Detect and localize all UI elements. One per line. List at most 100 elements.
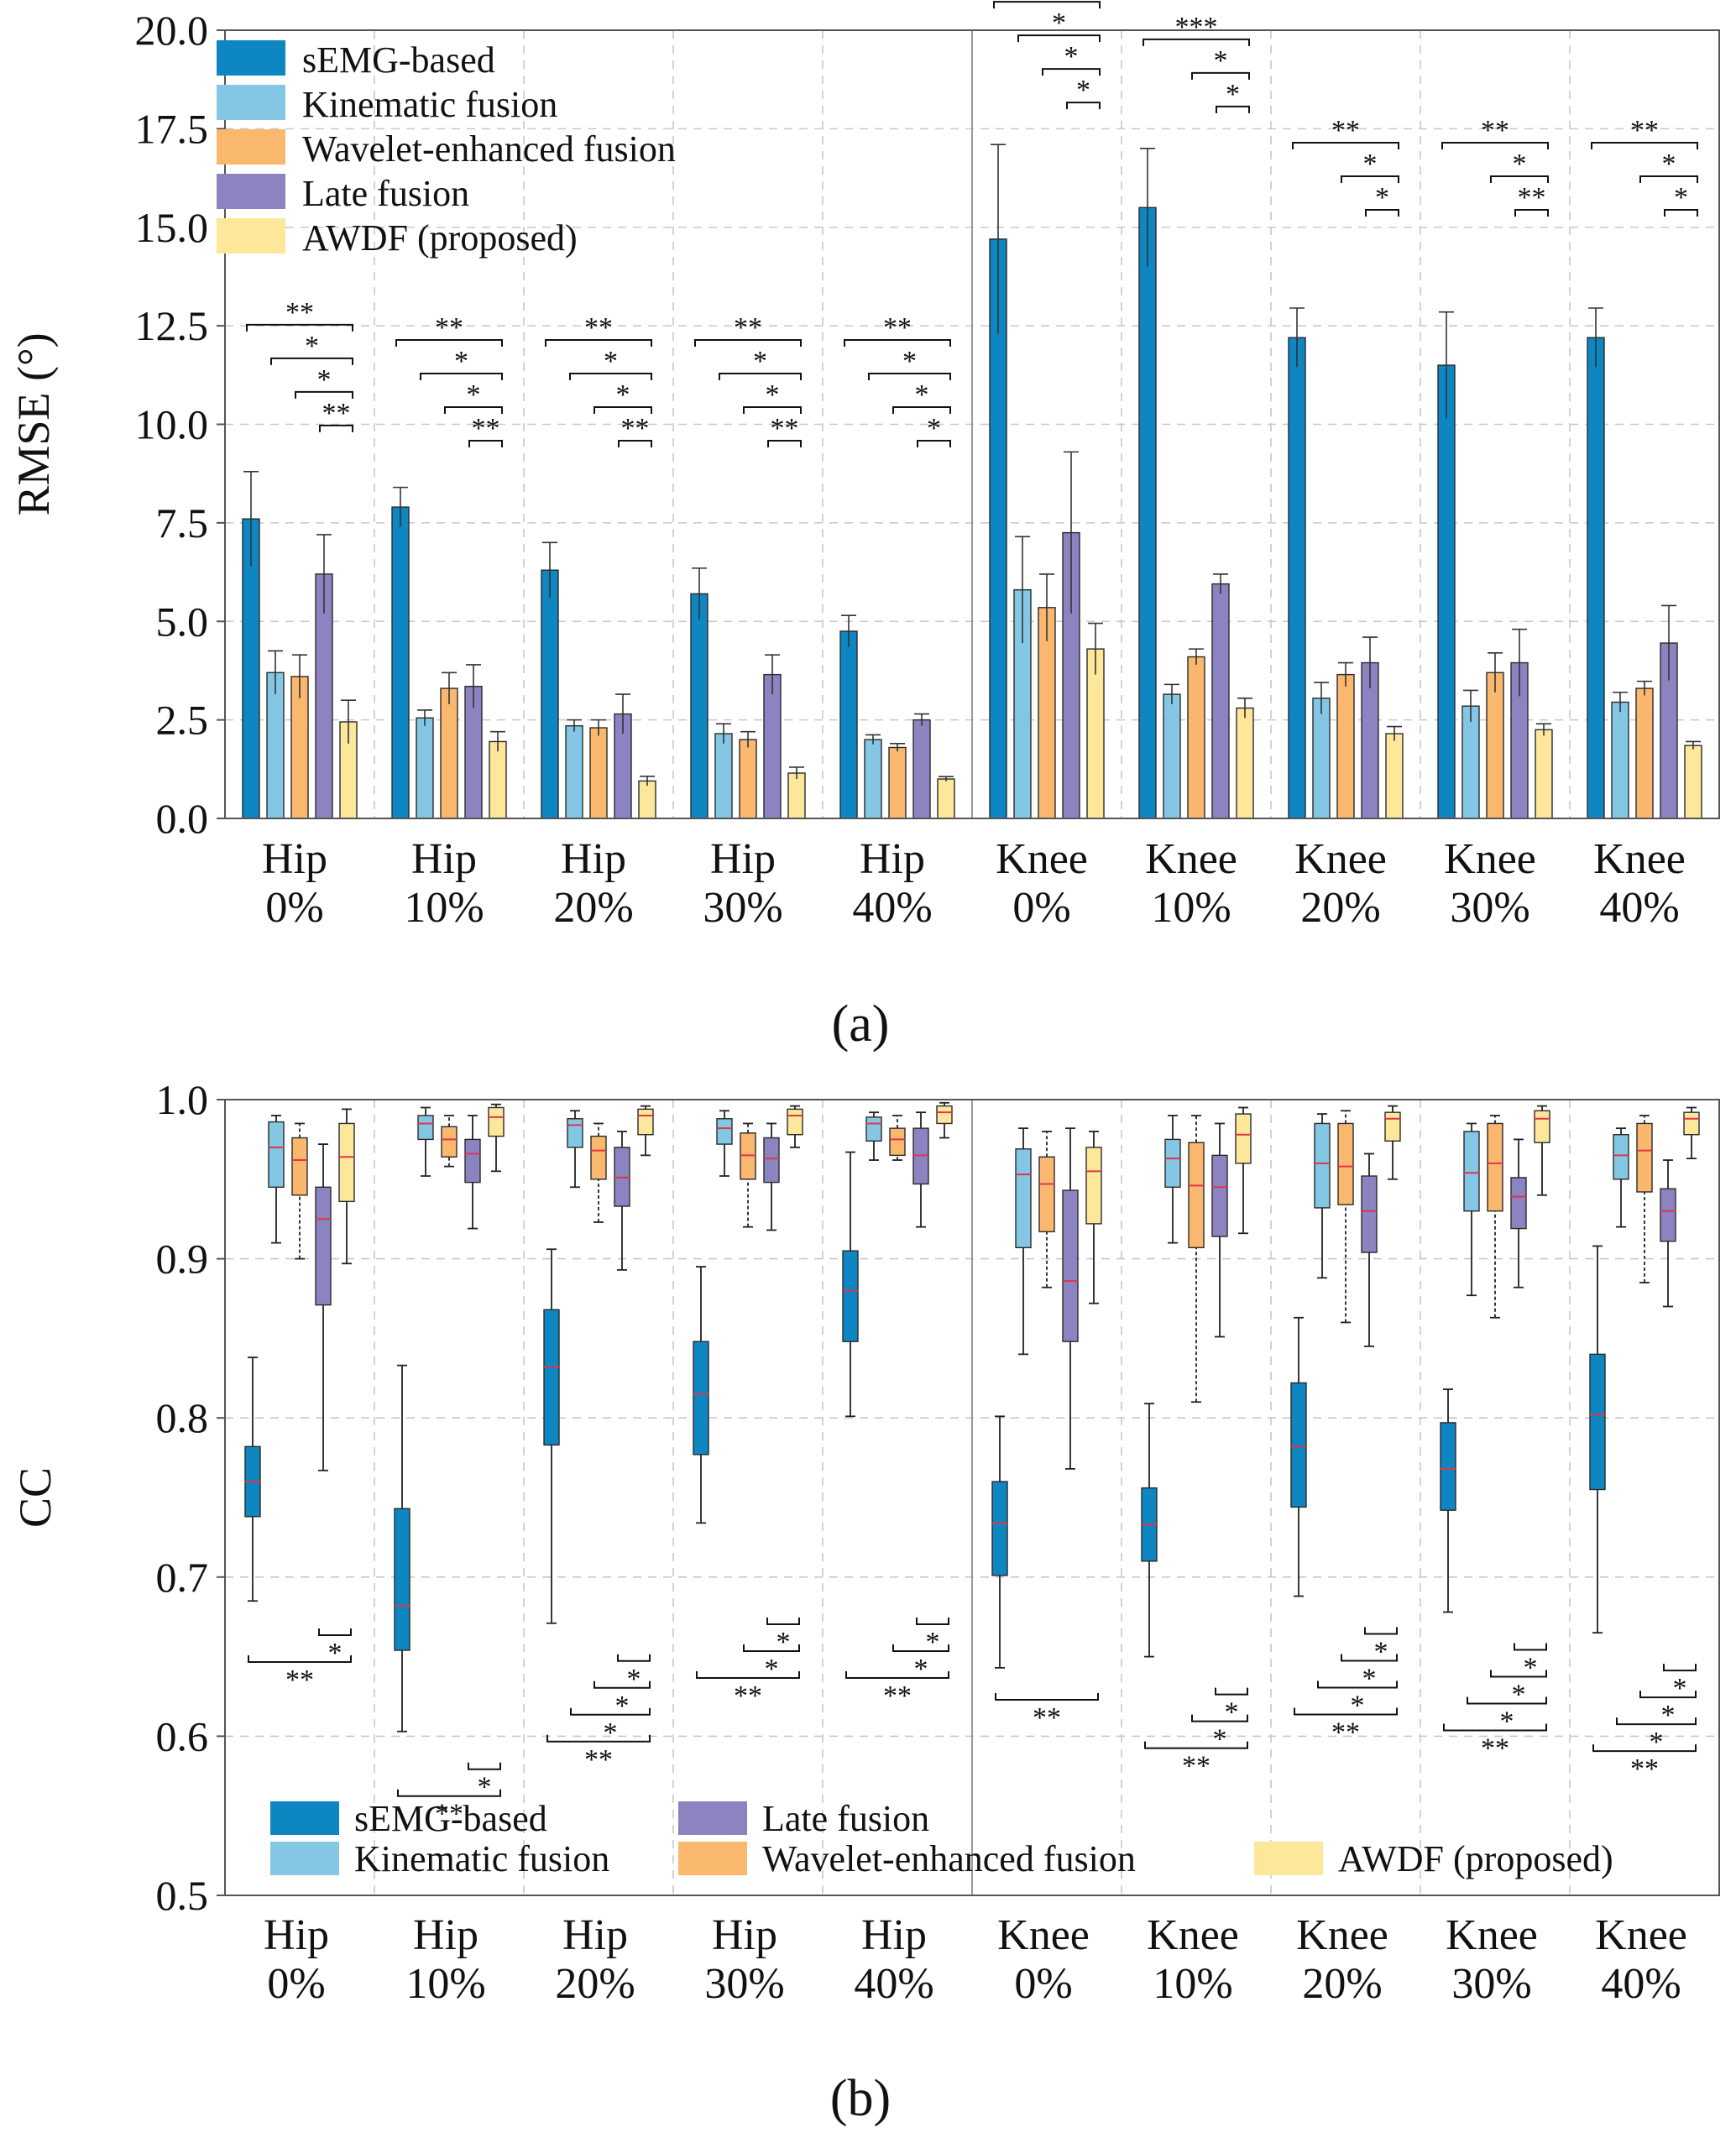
legend-label: Wavelet-enhanced fusion — [762, 1838, 1136, 1879]
x-tick-label-joint: Knee — [996, 835, 1088, 883]
x-tick-label-level: 20% — [1300, 884, 1380, 932]
legend-swatch — [217, 218, 285, 254]
box — [1361, 1175, 1378, 1253]
x-tick-label-level: 30% — [1450, 884, 1529, 932]
bar — [1187, 656, 1205, 819]
box — [936, 1105, 953, 1125]
significance-bracket — [270, 357, 353, 365]
significance-bracket — [593, 1680, 651, 1689]
bar — [864, 739, 882, 819]
x-tick-label-joint: Hip — [712, 1911, 777, 1959]
significance-label: ** — [285, 1665, 314, 1696]
significance-bracket — [766, 1618, 800, 1625]
legend-swatch — [217, 40, 285, 76]
significance-label: ** — [883, 1680, 912, 1712]
significance-bracket — [1490, 175, 1549, 183]
significance-label: * — [604, 346, 618, 377]
x-tick-label-joint: Hip — [561, 835, 626, 883]
significance-bracket — [845, 1671, 949, 1679]
significance-label: * — [328, 1638, 342, 1669]
significance-bracket — [868, 373, 951, 380]
significance-label: * — [1363, 149, 1378, 180]
significance-label: * — [915, 379, 929, 410]
box — [441, 1126, 458, 1158]
x-tick-label-level: 40% — [854, 1960, 933, 2008]
significance-bracket — [1341, 1654, 1398, 1662]
significance-label: * — [615, 1691, 630, 1722]
bar — [1288, 337, 1306, 819]
y-axis-label: CC — [10, 1467, 60, 1528]
legend-swatch — [678, 1801, 747, 1835]
box — [1085, 1147, 1102, 1225]
bar — [1587, 337, 1605, 819]
significance-label: * — [926, 1627, 940, 1658]
significance-bracket — [318, 1628, 352, 1636]
x-tick-label-joint: Knee — [997, 1911, 1090, 1959]
significance-label: * — [1362, 1664, 1377, 1695]
legend-swatch — [217, 85, 285, 120]
significance-bracket — [1591, 142, 1698, 149]
x-tick-label-level: 10% — [405, 1960, 485, 2008]
significance-bracket — [395, 339, 503, 347]
significance-label: * — [766, 379, 780, 410]
significance-bracket — [618, 440, 652, 447]
y-tick-label: 7.5 — [156, 499, 209, 546]
box — [1487, 1122, 1503, 1212]
panel-caption: (a) — [832, 996, 890, 1053]
y-tick-label: 5.0 — [156, 598, 209, 645]
x-tick-label-joint: Hip — [861, 1911, 927, 1959]
significance-bracket — [1143, 38, 1250, 46]
box — [1211, 1154, 1228, 1237]
x-tick-label-level: 0% — [267, 1960, 325, 2008]
box — [590, 1135, 607, 1180]
y-tick-label: 0.8 — [156, 1394, 209, 1441]
significance-label: * — [902, 346, 917, 377]
significance-bracket — [1639, 1691, 1697, 1699]
significance-label: ** — [1331, 1717, 1360, 1748]
box — [1683, 1111, 1700, 1136]
legend-swatch — [217, 174, 285, 209]
significance-bracket — [1664, 209, 1698, 217]
significance-bracket — [1017, 34, 1101, 43]
significance-bracket — [1443, 1723, 1547, 1732]
x-tick-label-joint: Knee — [1444, 835, 1536, 883]
significance-label: * — [305, 331, 319, 362]
x-tick-label-joint: Hip — [562, 1911, 628, 1959]
significance-bracket — [1616, 1717, 1697, 1726]
significance-bracket — [1066, 102, 1101, 110]
bar — [391, 506, 410, 819]
bar — [589, 727, 608, 819]
bar — [416, 717, 434, 819]
x-tick-label-joint: Hip — [710, 835, 776, 883]
y-tick-label: 2.5 — [156, 697, 209, 744]
significance-bracket — [1215, 1687, 1248, 1696]
box — [1463, 1131, 1480, 1212]
box — [417, 1115, 434, 1141]
significance-bracket — [1490, 1670, 1547, 1678]
significance-label: * — [753, 346, 767, 377]
box — [543, 1309, 560, 1446]
significance-label: ** — [435, 1799, 463, 1830]
box — [338, 1122, 355, 1203]
box — [763, 1137, 780, 1184]
box — [1636, 1122, 1653, 1193]
x-tick-label-level: 20% — [553, 884, 633, 932]
box — [716, 1118, 733, 1145]
legend-label: sEMG-based — [302, 39, 495, 81]
box — [488, 1106, 505, 1137]
bar — [1486, 672, 1504, 819]
significance-bracket — [248, 1655, 352, 1663]
legend-label: sEMG-based — [354, 1798, 547, 1839]
y-tick-label: 12.5 — [135, 302, 209, 349]
bar — [638, 780, 656, 819]
legend-swatch — [1254, 1842, 1323, 1875]
significance-label: * — [776, 1627, 791, 1658]
significance-bracket — [1639, 175, 1698, 183]
x-tick-label-level: 30% — [1451, 1960, 1531, 2008]
significance-bracket — [546, 1734, 651, 1743]
significance-bracket — [1441, 142, 1549, 149]
box — [1660, 1188, 1676, 1242]
significance-bracket — [1514, 209, 1549, 217]
bar — [440, 687, 458, 819]
